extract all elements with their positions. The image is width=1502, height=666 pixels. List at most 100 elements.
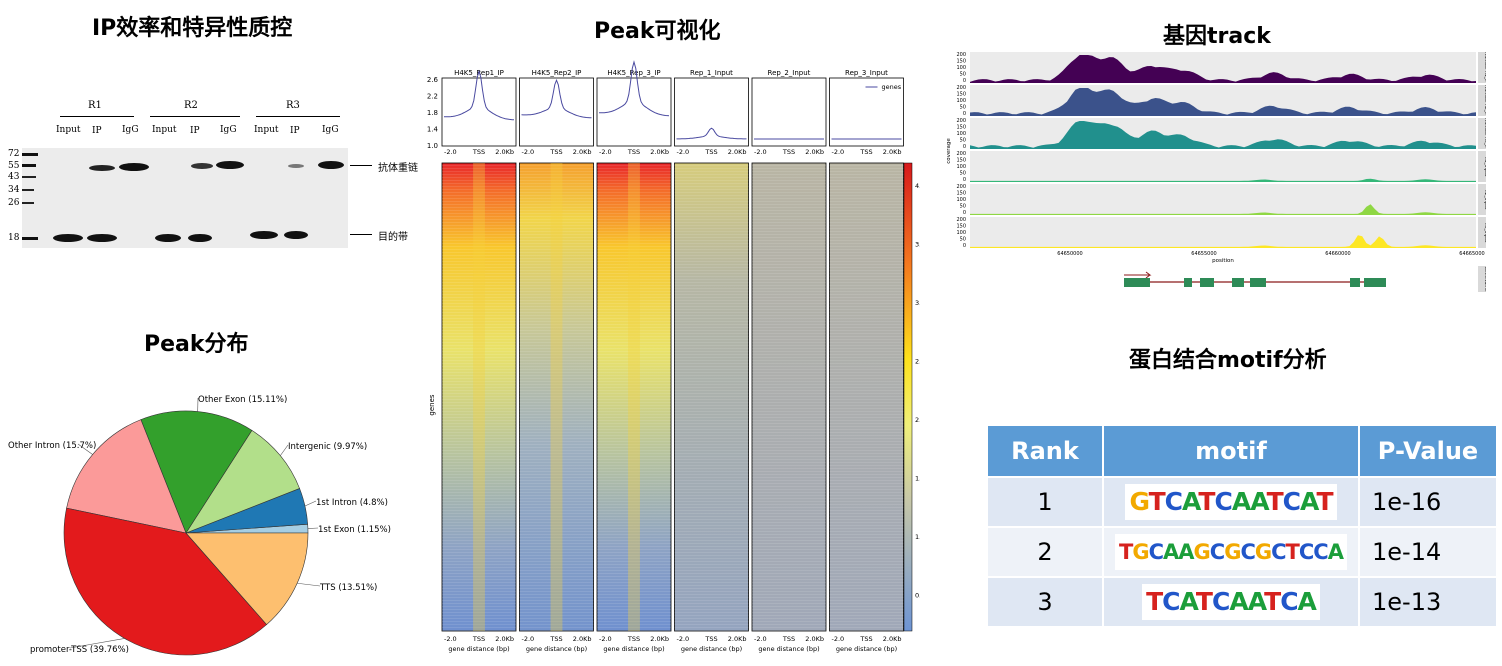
track-lane [970, 52, 1476, 83]
pie-leader-line [77, 443, 93, 455]
profile-panel [751, 77, 827, 147]
profile-legend-label: genes [882, 83, 902, 91]
profile-panel [441, 77, 517, 147]
heatmap-xlabel: gene distance (bp) [448, 645, 509, 653]
heatmap-xtick: TSS [627, 635, 640, 643]
track-lane-label: R1_Input [1483, 157, 1486, 177]
track-coverage [970, 235, 1476, 248]
heatmap-xtick: -2.0 [522, 635, 535, 643]
profile-xtick: 2.0Kb [805, 148, 824, 156]
track-ytick: 150 [956, 158, 966, 164]
colorbar-tick: 2.0 [915, 416, 920, 424]
marker-18: 18 [8, 233, 20, 243]
track-ytick: 200 [956, 217, 966, 223]
motif-table: Rank motif P-Value 1 GTCATCAATCAT 1e-16 2 TG… [986, 424, 1498, 628]
track-lane-label: R3_Input [1483, 223, 1486, 243]
pie-label: Other Intron (15.7%) [8, 441, 96, 451]
heatmap-xtick: 2.0Kb [728, 635, 747, 643]
lane-input-1: Input [56, 125, 81, 135]
profile-xtick: -2.0 [677, 148, 690, 156]
pie-leader-line [307, 527, 319, 529]
profile-xtick: -2.0 [444, 148, 457, 156]
profile-ytick: 2.2 [427, 93, 438, 101]
track-ytick: 200 [956, 118, 966, 124]
lane-ip-2: IP [190, 126, 200, 136]
heatmap-xtick: TSS [704, 635, 717, 643]
heatmap-xlabel: gene distance (bp) [526, 645, 587, 653]
motif-pvalue: 1e-14 [1358, 526, 1498, 578]
heatmap-xlabel: gene distance (bp) [603, 645, 664, 653]
track-ytick: 50 [960, 105, 966, 111]
track-ytick: 0 [963, 111, 966, 117]
profile-ytick: 2.6 [427, 76, 439, 84]
profile-panel-title: Rep_1_Input [690, 69, 733, 77]
profile-xtick: 2.0Kb [728, 148, 747, 156]
heatmap-xtick: 2.0Kb [805, 635, 824, 643]
header-pvalue: P-Value [1358, 424, 1498, 478]
motif-row: 2 TGCAAGCGCGCTCCA 1e-14 [986, 526, 1498, 578]
gene-exon [1250, 278, 1266, 287]
track-coverage [970, 121, 1476, 149]
track-lane [970, 85, 1476, 116]
track-lane-label: R2_Input [1483, 190, 1486, 210]
track-ytick: 150 [956, 59, 966, 65]
gene-direction-arrow [1124, 271, 1152, 279]
track-strip [1478, 85, 1486, 116]
heavy-chain-label: 抗体重链 [378, 163, 418, 174]
profile-panel-title: H4K5_Rep2_IP [532, 69, 582, 77]
heatmap-ylabel: genes [428, 394, 436, 415]
pie-label: 1st Intron (4.8%) [316, 498, 388, 508]
profile-panel-title: Rep_3_Input [845, 69, 888, 77]
track-ytick: 150 [956, 92, 966, 98]
profile-xtick: 2.0Kb [883, 148, 902, 156]
lane-igg-3: IgG [322, 125, 339, 135]
colorbar-tick: 3.0 [915, 299, 920, 307]
lane-ip-3: IP [290, 126, 300, 136]
motif-row: 1 GTCATCAATCAT 1e-16 [986, 476, 1498, 528]
track-ytick: 0 [963, 144, 966, 150]
track-xlabel: position [1212, 258, 1234, 264]
track-strip [1478, 118, 1486, 149]
gene-exon [1200, 278, 1214, 287]
profile-xtick: TSS [472, 148, 485, 156]
motif-logo: GTCATCAATCAT [1125, 484, 1337, 520]
track-lane [970, 217, 1476, 248]
heatmap-xtick: 2.0Kb [495, 635, 514, 643]
heatmap-xlabel: gene distance (bp) [758, 645, 819, 653]
profile-panel [829, 77, 904, 147]
ip-qc-title: IP效率和特异性质控 [92, 16, 293, 41]
heatmap-xtick: -2.0 [832, 635, 845, 643]
track-strip [1478, 52, 1486, 83]
motif-table-header: Rank motif P-Value [986, 424, 1498, 478]
track-ytick: 150 [956, 125, 966, 131]
motif-pvalue: 1e-16 [1358, 476, 1498, 528]
heatmap-tss-band [550, 163, 563, 631]
track-coverage [970, 178, 1476, 182]
lane-ip-1: IP [92, 126, 102, 136]
motif-title: 蛋白结合motif分析 [1129, 348, 1327, 373]
track-ytick: 0 [963, 177, 966, 183]
track-ytick: 50 [960, 237, 966, 243]
heatmap-xtick: -2.0 [677, 635, 690, 643]
pie-slice [185, 429, 300, 534]
track-xtick: 64660000 [1325, 251, 1350, 257]
track-ytick: 0 [963, 78, 966, 84]
marker-26: 26 [8, 198, 20, 208]
lane-igg-1: IgG [122, 125, 139, 135]
track-strip [1478, 217, 1486, 248]
pie-slice [140, 410, 253, 534]
peak-vis-title: Peak可视化 [594, 19, 721, 44]
motif-rank: 2 [986, 526, 1104, 578]
heatmap-tss-band [628, 163, 640, 631]
track-ytick: 100 [956, 131, 966, 137]
pie-leader-line [280, 444, 289, 456]
heatmap-xtick: TSS [782, 635, 795, 643]
blot-membrane [22, 148, 348, 248]
blot-group-r1: R1 [88, 100, 102, 111]
target-band-label: 目的带 [378, 232, 408, 243]
heatmap-texture [752, 163, 826, 631]
lane-igg-2: IgG [220, 125, 237, 135]
colorbar-tick: 0.5 [915, 592, 920, 600]
profile-xtick: TSS [627, 148, 640, 156]
